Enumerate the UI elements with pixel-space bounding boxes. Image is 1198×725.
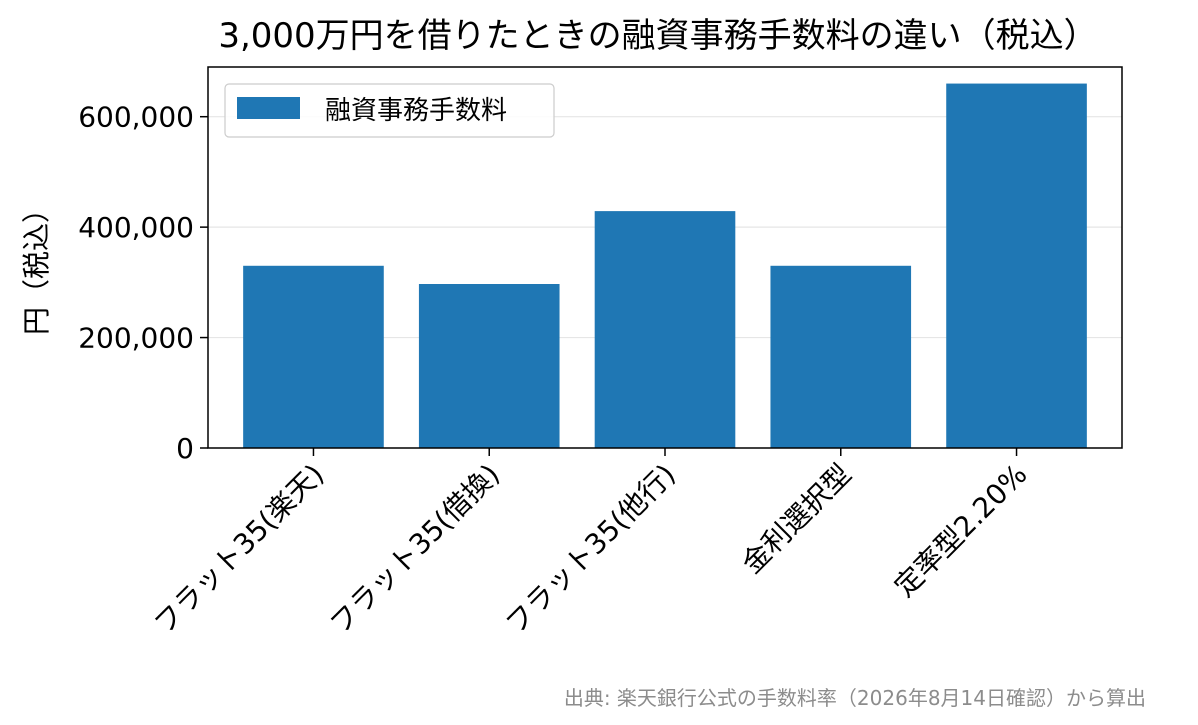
chart-title: 3,000万円を借りたときの融資事務手数料の違い（税込） (218, 16, 1097, 56)
legend-label: 融資事務手数料 (325, 96, 507, 126)
y-axis: 0 200,000 400,000 600,000 (78, 101, 208, 465)
bar-series (243, 83, 1087, 448)
bar (946, 83, 1087, 448)
bar (770, 265, 912, 448)
y-tick-label: 200,000 (78, 322, 194, 355)
y-tick-label: 600,000 (78, 101, 194, 134)
source-note: 出典: 楽天銀行公式の手数料率（2026年8月14日確認）から算出 (563, 686, 1146, 710)
x-tick-label: フラット35(借換) (323, 458, 506, 641)
legend-swatch (237, 97, 300, 119)
x-tick-label: 金利選択型 (735, 458, 857, 580)
x-tick-label: 定率型2.20% (888, 458, 1034, 604)
legend-frame (224, 83, 555, 138)
x-tick-label: フラット35(楽天) (148, 458, 331, 641)
y-tick-label: 400,000 (78, 211, 194, 244)
y-axis-label: 円（税込） (20, 195, 53, 335)
y-tick-label: 0 (176, 432, 194, 465)
legend: 融資事務手数料 (224, 83, 555, 138)
x-axis: フラット35(楽天)フラット35(借換)フラット35(他行) 金利選択型 定率型2.… (148, 448, 1034, 641)
bar (594, 211, 736, 448)
bar (418, 284, 560, 448)
x-tick-label: フラット35(他行) (499, 458, 682, 641)
bar (243, 265, 384, 448)
